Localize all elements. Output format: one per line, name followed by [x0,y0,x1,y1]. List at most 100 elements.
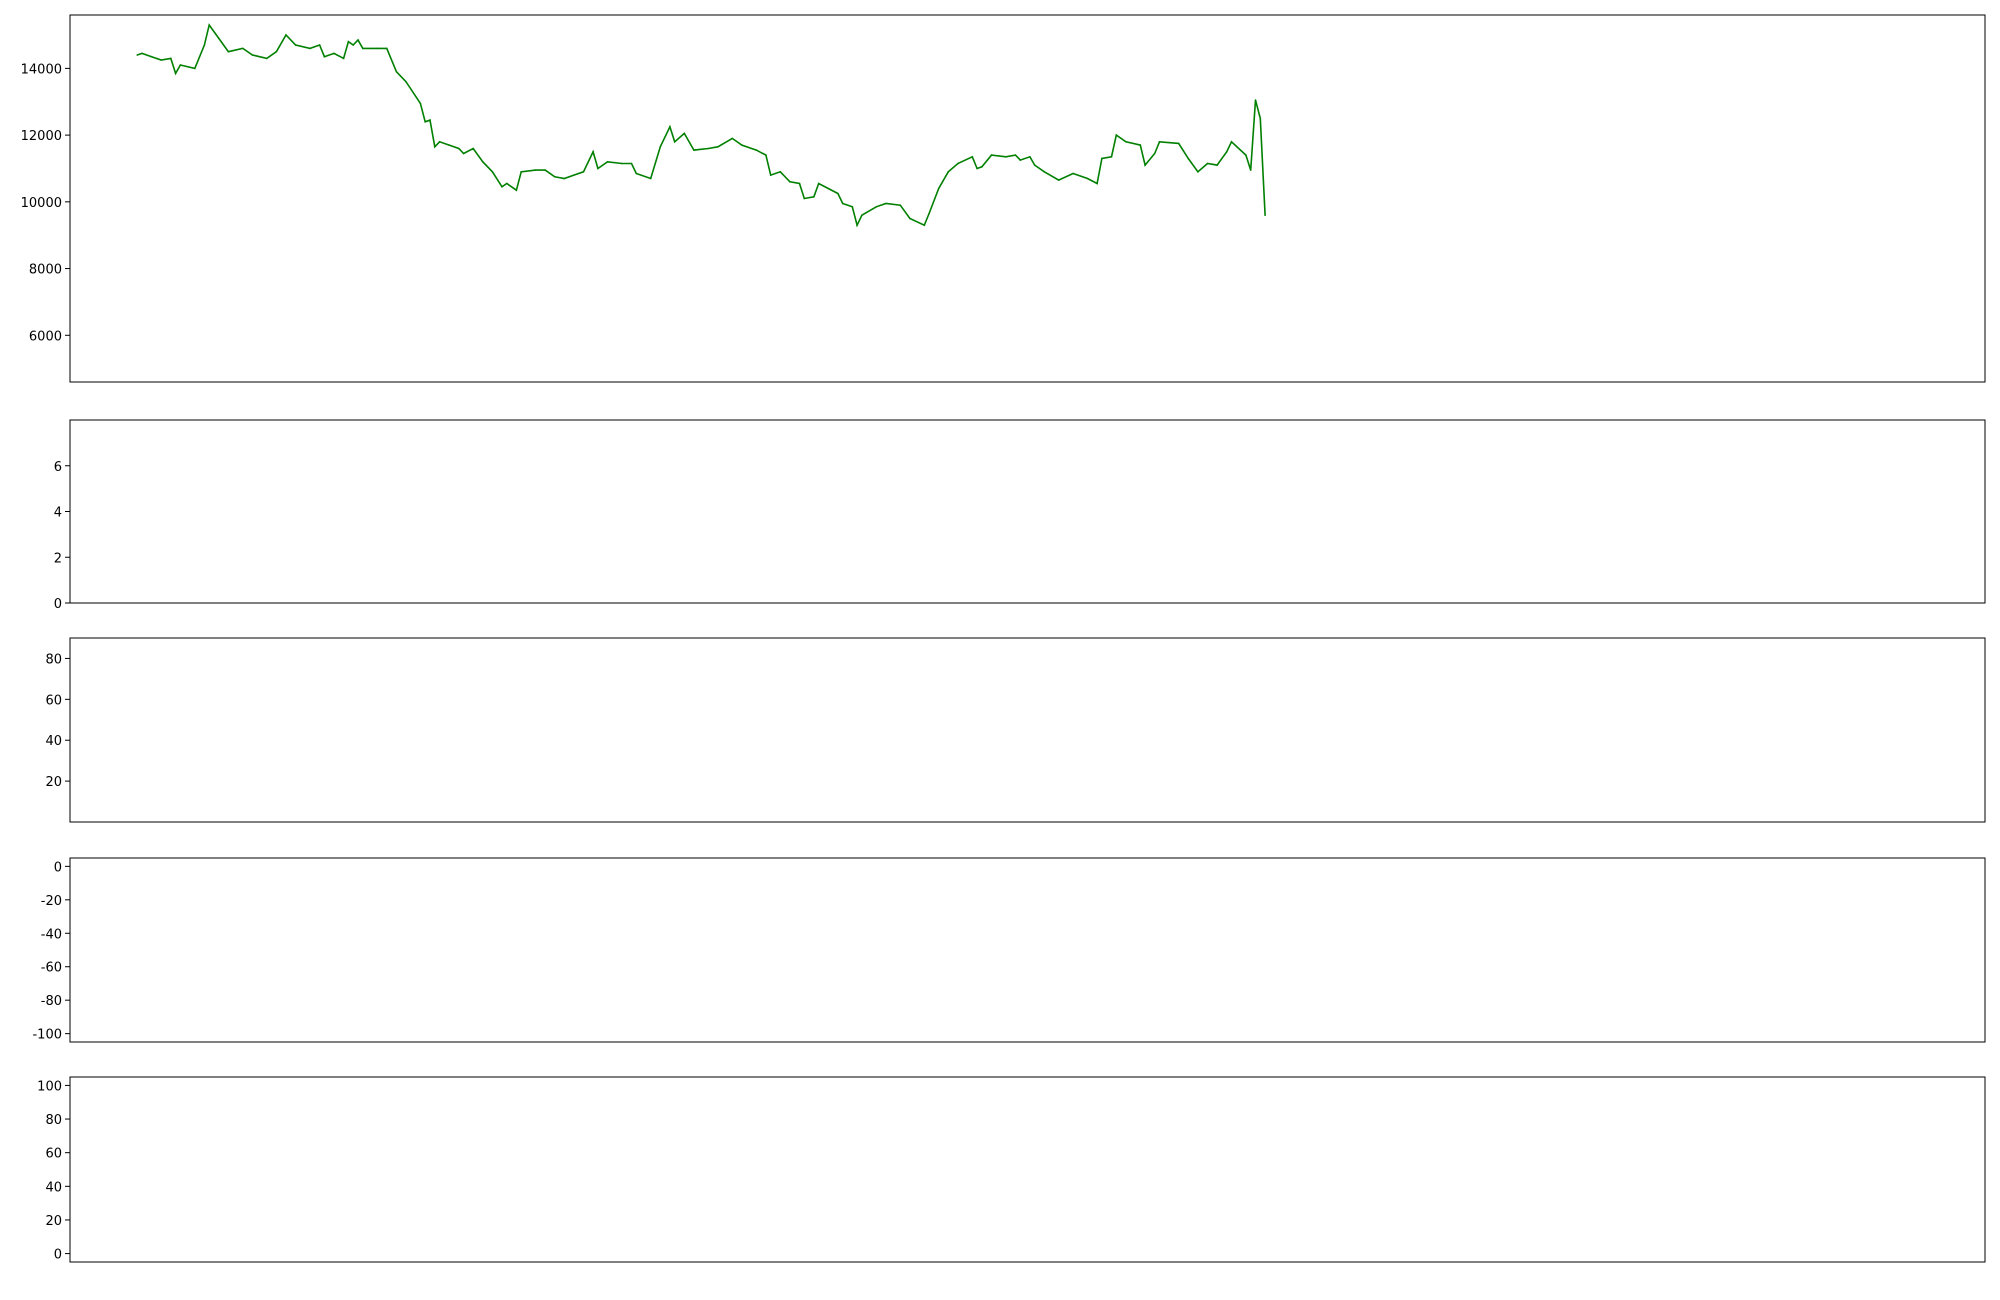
price-point [899,204,902,206]
price-point [208,24,210,26]
price-point [520,171,522,173]
price-point [1153,152,1156,155]
price-point [141,52,143,55]
price-point [841,202,844,205]
price-point [174,72,177,75]
price-point [1206,162,1209,165]
price-point [621,162,623,165]
price-point [837,192,839,195]
price-point [1014,154,1017,156]
price-point [630,162,633,165]
stochastic-ytick-label: 40 [45,1180,62,1195]
price-point [1033,164,1036,166]
price-point [813,196,815,198]
price-point [1110,156,1113,158]
rsi-frame [69,637,1986,823]
price-point [779,171,782,173]
price-point [515,189,518,191]
volume-ytick-label: 6 [54,460,62,475]
price-point [482,161,484,163]
price-point [765,154,767,156]
price-point [170,57,172,60]
price-point [1072,172,1074,175]
price-line [136,23,1266,228]
price-point [827,187,830,190]
price-point [976,167,978,170]
price-point [1101,157,1103,160]
price-point [434,146,436,148]
price-point [1230,141,1233,143]
williams-r-ytick-label: -60 [41,961,62,976]
price-ytick-label: 6000 [29,329,62,344]
price-point [909,217,911,220]
price-point [1057,179,1060,181]
rsi-ytick-label: 80 [45,652,62,667]
stochastic-frame [69,1076,1986,1263]
price-point [438,141,441,143]
price-point [635,172,638,175]
price-point [506,182,508,185]
price-point [318,44,321,46]
price-point [136,54,138,56]
price-point [347,40,350,43]
williams-r-ytick-label: -80 [41,994,62,1009]
price-point [1245,154,1247,156]
price-point [769,174,772,176]
williams-r-ytick-label: 0 [54,860,62,875]
price-ytick-label: 10000 [21,196,62,211]
price-point [1197,171,1199,173]
stochastic-ytick-label: 20 [45,1214,62,1229]
price-point [285,34,287,36]
rsi-ytick-label: 20 [45,775,62,790]
price-point [501,186,503,188]
price-point [659,146,662,148]
price-point [971,156,974,158]
rsi-ytick-label: 40 [45,734,62,749]
price-point [342,57,345,60]
price-point [1249,169,1252,171]
price-ytick-label: 12000 [21,129,62,144]
price-point [395,70,398,73]
price-point [362,47,364,50]
price-point [957,162,959,165]
price-point [227,50,230,53]
price-ytick-label: 14000 [21,62,62,77]
price-point [1019,159,1022,161]
price-point [582,171,585,173]
price-point [861,214,863,216]
price-point [789,181,791,183]
price-point [673,141,676,143]
price-point [242,47,244,50]
price-point [462,152,465,155]
rsi-panel: 20 40 60 80 [45,637,1986,823]
price-point [1115,134,1118,136]
price-frame [69,14,1986,383]
williams-r-ytick-label: -100 [32,1028,62,1043]
price-point [218,37,220,40]
stochastic-ytick-label: 100 [37,1079,62,1094]
williams-r-ytick-label: -40 [41,927,62,942]
price-point [203,44,206,46]
price-point [937,187,940,190]
price-point [707,147,710,150]
price-point [1254,99,1257,101]
price-point [981,166,983,168]
price-point [1264,214,1266,216]
williams-r-frame [69,857,1986,1043]
volume-ytick-label: 2 [54,551,62,566]
price-point [275,50,278,53]
price-point [1259,117,1262,120]
stochastic-ytick-label: 60 [45,1147,62,1162]
price-point [1139,144,1142,146]
volume-ytick-label: 0 [54,597,62,612]
price-point [990,154,993,156]
price-point [875,206,878,208]
price-point [1225,151,1228,153]
williams-r-ytick-label: -20 [41,894,62,909]
price-point [419,102,422,105]
price-point [294,44,297,46]
price-point [573,174,575,176]
price-point [885,202,887,205]
price-point [429,119,431,121]
price-point [669,126,671,128]
